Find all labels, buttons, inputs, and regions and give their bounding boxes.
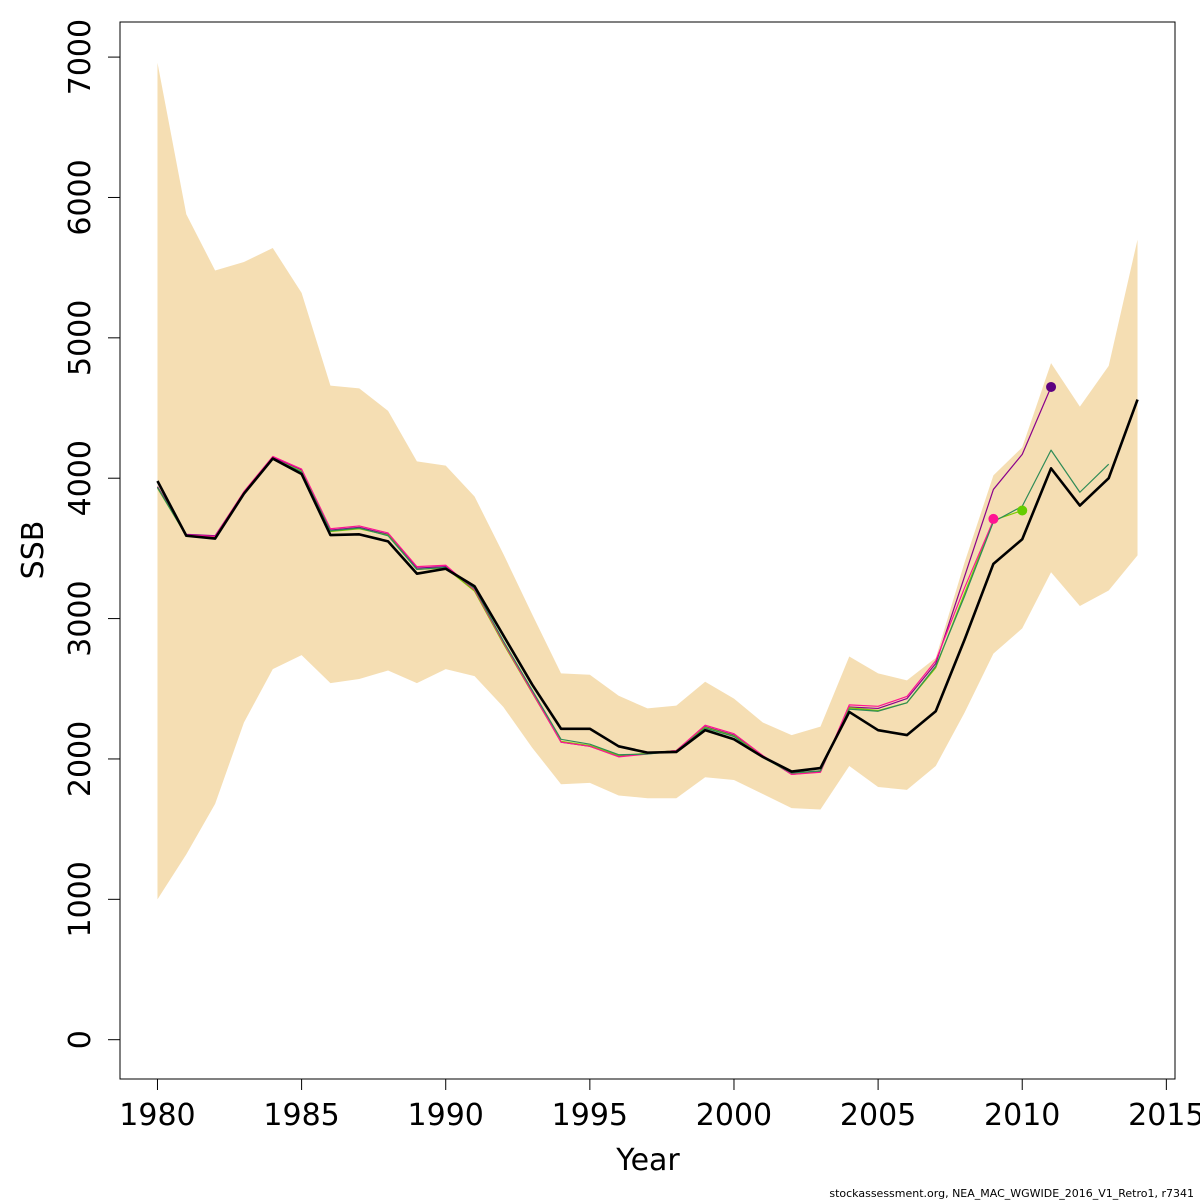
y-tick-label: 7000 (63, 19, 98, 95)
confidence-band (157, 62, 1138, 900)
x-tick-label: 2015 (1128, 1098, 1200, 1133)
x-axis: 1980 1985 1990 1995 2000 2005 2010 2015 (119, 1078, 1200, 1133)
end-point-point_2011 (1046, 381, 1057, 392)
end-point-point_2010 (1017, 505, 1028, 516)
y-tick-label: 5000 (63, 300, 98, 376)
end-points-layer (988, 381, 1057, 524)
confidence-band-layer (157, 62, 1138, 900)
x-tick-label: 1980 (119, 1098, 195, 1133)
series-line-retro_2011 (156, 457, 1023, 775)
x-tick-label: 1985 (263, 1098, 339, 1133)
series-line-retro_2013 (156, 449, 1110, 774)
series-line-main (156, 399, 1139, 773)
x-tick-label: 1995 (552, 1098, 628, 1133)
y-tick-label: 1000 (63, 861, 98, 937)
y-axis-title: SSB (16, 521, 51, 580)
x-tick-label: 2000 (696, 1098, 772, 1133)
y-axis: 0 1000 2000 3000 4000 5000 6000 7000 (63, 19, 121, 1049)
y-tick-label: 0 (63, 1030, 98, 1049)
end-point-point_2009 (988, 513, 999, 524)
x-tick-label: 2010 (984, 1098, 1060, 1133)
x-tick-label: 1990 (408, 1098, 484, 1133)
y-tick-label: 3000 (63, 580, 98, 656)
footer-credit: stockassessment.org, NEA_MAC_WGWIDE_2016… (829, 1187, 1194, 1200)
x-axis-title: Year (615, 1143, 680, 1178)
y-tick-label: 4000 (63, 440, 98, 516)
series-line-retro_2012 (156, 455, 994, 775)
x-tick-label: 2005 (840, 1098, 916, 1133)
y-tick-label: 2000 (63, 721, 98, 797)
y-tick-label: 6000 (63, 159, 98, 235)
series-layer (156, 386, 1139, 775)
